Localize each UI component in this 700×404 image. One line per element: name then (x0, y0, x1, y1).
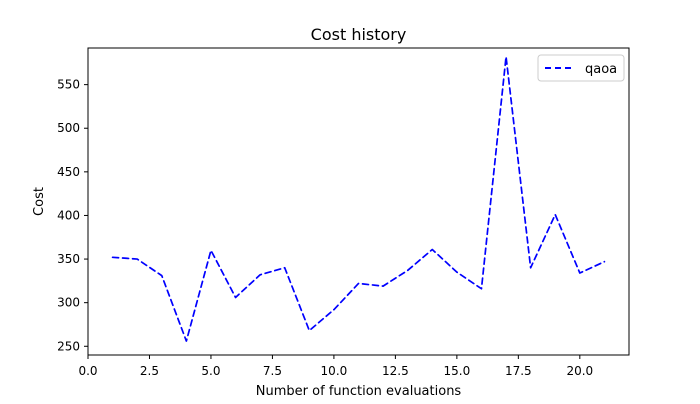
y-tick-label: 350 (57, 252, 80, 266)
legend: qaoa (537, 54, 625, 82)
x-tick-label: 7.5 (263, 364, 282, 378)
plot-frame (87, 47, 630, 356)
x-tick-label: 20.0 (566, 364, 593, 378)
legend-box (537, 54, 625, 82)
x-tick-label: 2.5 (140, 364, 159, 378)
series-layer (111, 55, 606, 342)
x-axis: 0.0 2.5 5.0 7.5 10.0 12.5 15.0 17.5 20.0 (78, 355, 593, 378)
x-tick-label: 17.5 (505, 364, 532, 378)
y-tick-label: 300 (57, 296, 80, 310)
y-axis: 250 300 350 400 450 500 550 (57, 78, 88, 353)
x-tick-label: 15.0 (444, 364, 471, 378)
x-tick-label: 0.0 (78, 364, 97, 378)
series-line-qaoa (111, 55, 606, 342)
chart-title: Cost history (311, 25, 407, 44)
y-tick-label: 250 (57, 339, 80, 353)
legend-series-label: qaoa (585, 62, 617, 77)
y-axis-label: Cost (32, 187, 47, 216)
x-tick-label: 5.0 (201, 364, 220, 378)
y-tick-label: 400 (57, 208, 80, 222)
y-tick-label: 550 (57, 78, 80, 92)
x-tick-label: 10.0 (321, 364, 348, 378)
y-tick-label: 450 (57, 165, 80, 179)
y-tick-label: 500 (57, 121, 80, 135)
x-tick-label: 12.5 (382, 364, 409, 378)
x-axis-label: Number of function evaluations (256, 384, 462, 399)
